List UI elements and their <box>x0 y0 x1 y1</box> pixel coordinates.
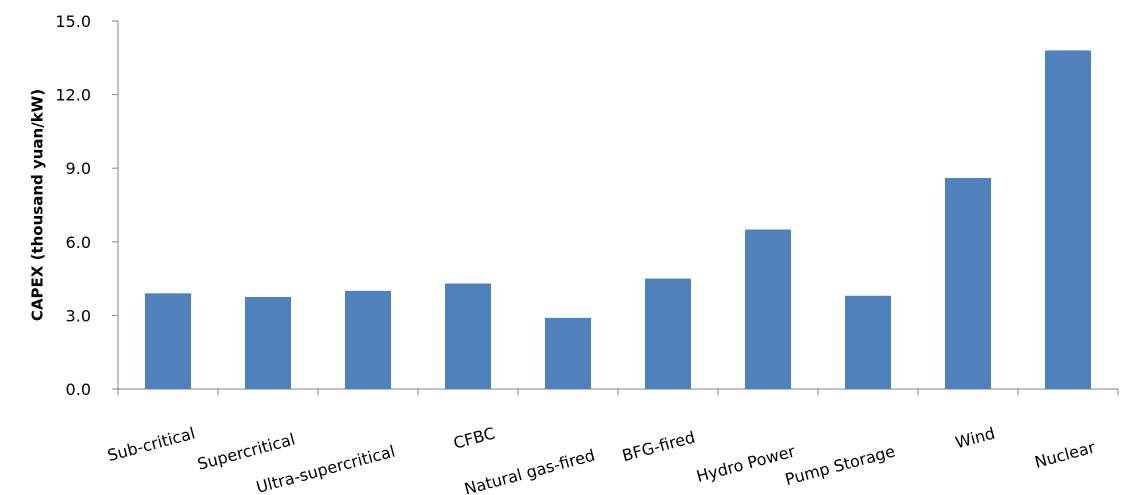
bar <box>845 295 891 389</box>
x-tick-label: Hydro Power <box>694 441 797 486</box>
x-tick-label: Wind <box>953 424 997 453</box>
bar <box>945 178 991 389</box>
y-tick-label: 15.0 <box>55 12 91 31</box>
x-tick-label: CFBC <box>451 424 497 453</box>
bar <box>545 317 591 389</box>
bar <box>445 283 491 389</box>
bar <box>145 293 191 389</box>
x-tick-label: Pump Storage <box>783 442 897 490</box>
x-tick-label: Supercritical <box>195 430 297 474</box>
y-tick-label: 12.0 <box>55 86 91 105</box>
bar <box>345 290 391 389</box>
y-tick-label: 6.0 <box>66 233 91 252</box>
y-tick-label: 0.0 <box>66 380 91 399</box>
x-tick-label: Sub-critical <box>105 424 197 466</box>
bar <box>1045 50 1091 389</box>
bar <box>245 297 291 389</box>
x-tick-label: Natural gas-fired <box>462 446 597 495</box>
y-tick-label: 3.0 <box>66 306 91 325</box>
x-tick-label: Nuclear <box>1033 437 1098 471</box>
x-tick-label: BFG-fired <box>620 428 697 466</box>
bar <box>745 229 791 389</box>
y-tick-label: 9.0 <box>66 159 91 178</box>
y-axis-label: CAPEX (thousand yuan/kW) <box>29 89 47 321</box>
bar <box>645 278 691 389</box>
